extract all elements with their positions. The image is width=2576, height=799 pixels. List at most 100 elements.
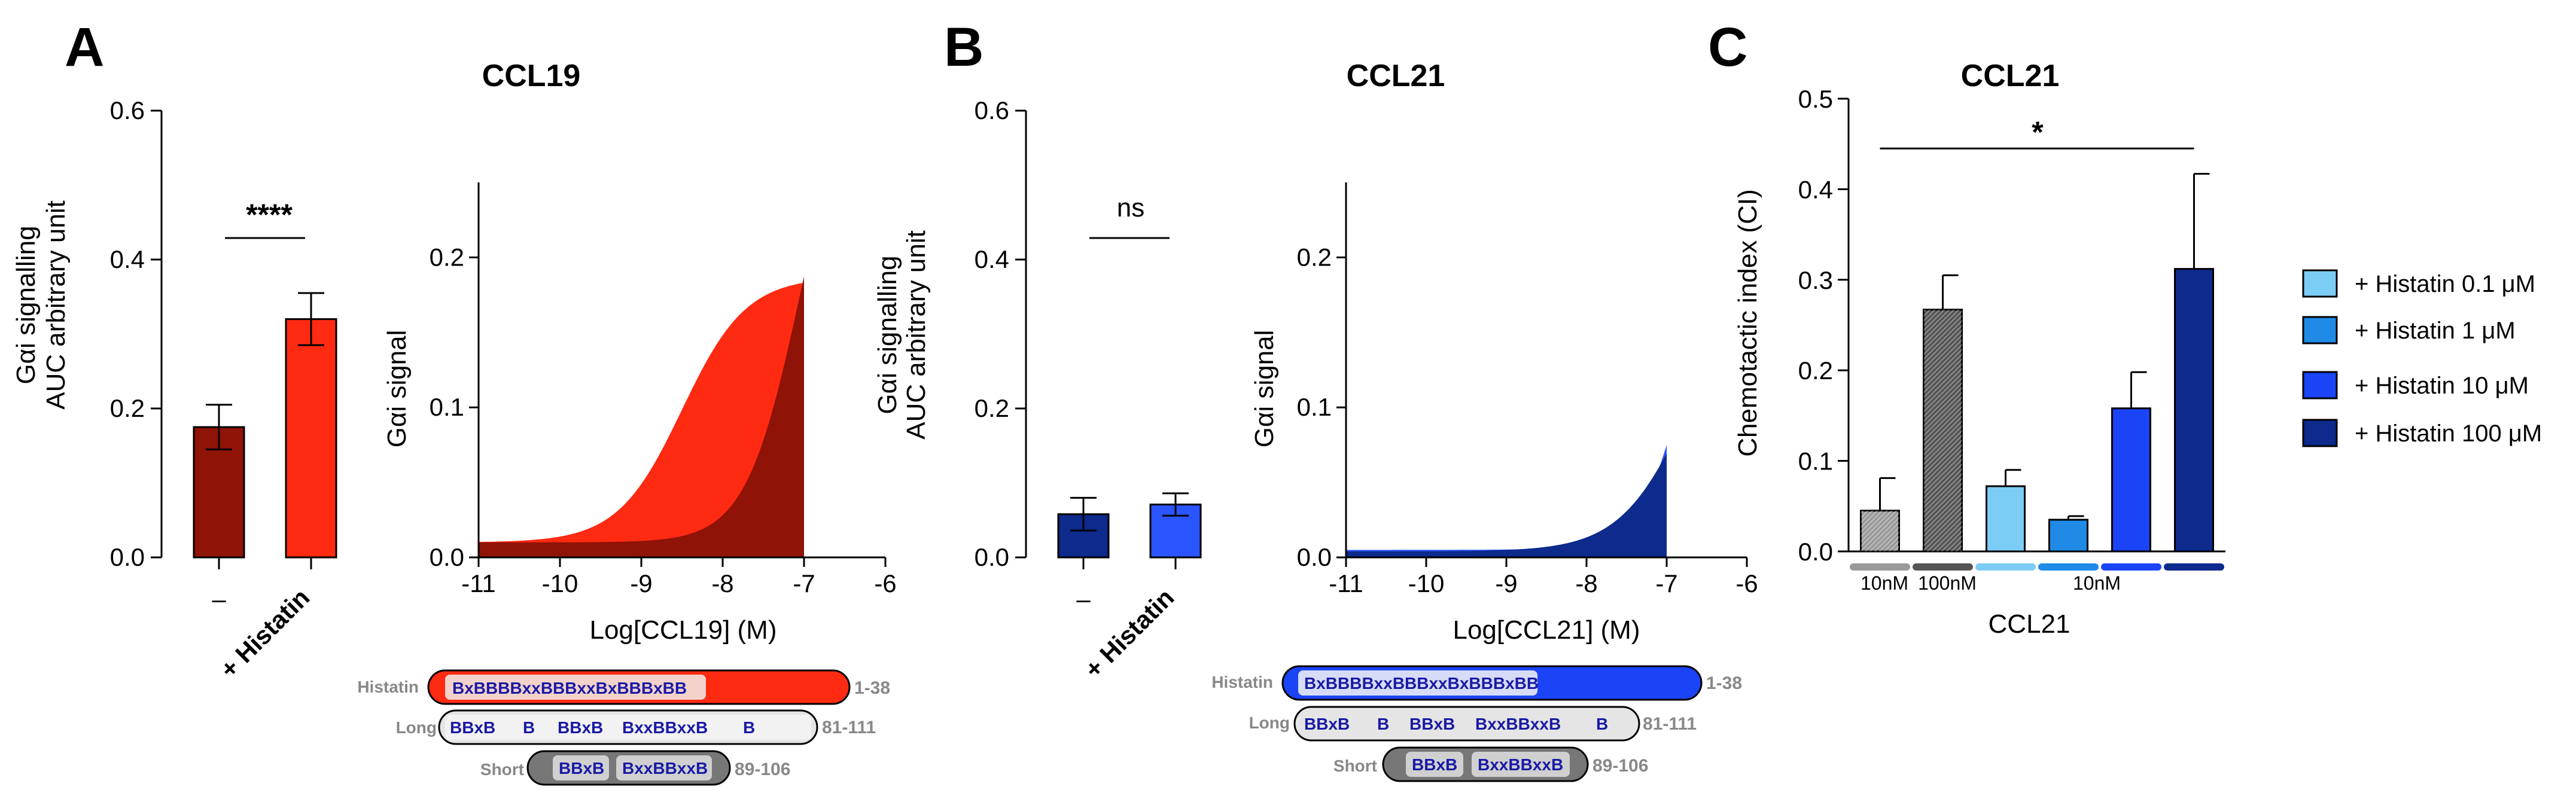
legend-label-1: + Histatin 1 μM (2355, 318, 2516, 344)
legend: + Histatin 0.1 μM + Histatin 1 μM + Hist… (2302, 269, 2542, 447)
y-tick-label: 0.0 (975, 543, 1009, 571)
area-series (479, 282, 804, 557)
panel-a-bar-ylabel-line2: AUC arbitrary unit (41, 200, 71, 410)
seq-b-histatin-motif-box (1298, 670, 1537, 696)
ccl19-curve-title: CCL19 (482, 59, 581, 93)
y-tick-label: 0.0 (1798, 538, 1833, 566)
seq-b-long-seg-4: BxxBBxxB (1475, 715, 1561, 733)
y-tick-label: 0.4 (1798, 175, 1833, 203)
seq-b-long-seg-2: B (1377, 715, 1389, 733)
x-tick-label: -7 (1655, 569, 1677, 597)
y-tick-label: 0.4 (110, 245, 145, 273)
panel-a-category-histatin: + Histatin (215, 583, 315, 684)
y-tick-label: 0.0 (430, 543, 464, 571)
panel-letter-b: B (944, 17, 983, 78)
x-tick-label: -11 (461, 569, 496, 597)
seq-b-short-label: Short (1333, 757, 1377, 775)
panel-b-category-histatin: + Histatin (1079, 583, 1180, 684)
y-tick-label: 0.6 (110, 96, 145, 124)
bar (2174, 268, 2214, 553)
seq-a-histatin-label: Histatin (357, 678, 419, 696)
panel-letter-c: C (1708, 17, 1747, 78)
seq-b-short-range: 89-106 (1593, 756, 1648, 776)
panel-a-bar-chart: 0.0 0.2 0.4 0.6 (110, 96, 337, 571)
bar (2048, 519, 2088, 553)
seq-a-short-box-1 (553, 755, 609, 780)
seq-b-long-bar (1293, 706, 1640, 742)
x-tick-label: -11 (1329, 569, 1363, 597)
seq-a-short-seg-2: BxxBBxxB (622, 759, 708, 777)
y-tick-label: 0.3 (1798, 266, 1833, 294)
seq-a-long-seg-2: B (523, 718, 535, 737)
legend-swatch-100 (2302, 419, 2338, 447)
y-tick-label: 0.2 (975, 394, 1009, 422)
panel-b-curve-chart: 0.0 0.1 0.2 -11 -10 -9 -8 -7 -6 (1297, 182, 1758, 597)
y-tick-label: 0.4 (975, 245, 1009, 273)
seq-b-long-seg-1: BBxB (1304, 715, 1350, 733)
x-tick-label: -10 (542, 569, 578, 597)
seq-b-long-range: 81-111 (1643, 714, 1697, 734)
seq-b-histatin-label: Histatin (1211, 673, 1273, 691)
x-tick-label: -9 (1495, 569, 1517, 597)
seq-b-short-box-1 (1406, 752, 1463, 777)
seq-a-long-seg-1: BBxB (450, 718, 495, 737)
bar (1986, 485, 2026, 553)
seq-b-long-seg-3: BBxB (1409, 715, 1455, 733)
legend-swatch-10 (2302, 371, 2338, 399)
seq-b-histatin-range: 1-38 (1706, 673, 1742, 693)
seq-a-histatin-motif-box (445, 675, 706, 700)
y-tick-label: 0.2 (110, 394, 145, 422)
seq-b-short-seg-2: BxxBBxxB (1478, 755, 1563, 774)
panel-c-xlabel: CCL21 (1989, 609, 2070, 639)
panel-b-category-control: – (1076, 585, 1091, 613)
panel-b-bar-ylabel-line2: AUC arbitrary unit (902, 230, 931, 440)
bar (2111, 407, 2151, 553)
legend-swatch-1 (2302, 316, 2338, 344)
y-tick-label: 0.1 (1798, 447, 1833, 475)
seq-a-long-inner (445, 715, 811, 740)
panel-b-significance: ns (1117, 193, 1144, 222)
y-tick-label: 0.2 (1798, 356, 1833, 385)
seq-a-long-seg-4: BxxBBxxB (622, 718, 708, 737)
y-tick-label: 0.0 (1297, 543, 1332, 571)
panel-b-bar-chart: 0.0 0.2 0.4 0.6 (975, 96, 1202, 571)
x-tick-label: -9 (630, 569, 652, 597)
x-tick-label: -6 (874, 569, 896, 597)
y-tick-label: 0.1 (430, 393, 464, 421)
seq-b-long-label: Long (1249, 713, 1290, 732)
bar-pattern (1923, 309, 1962, 551)
legend-label-100: + Histatin 100 μM (2355, 420, 2542, 447)
panel-a-bar-ylabel-line1: Gαi signalling (11, 225, 41, 384)
y-tick-label: 0.2 (430, 243, 464, 271)
y-tick-label: 0.6 (975, 96, 1009, 124)
x-tick-label: -8 (711, 569, 733, 597)
bar-pattern (1861, 510, 1899, 551)
seq-a-long-seg-3: BBxB (558, 718, 603, 737)
panel-a-curve-xlabel: Log[CCL19] (M) (589, 615, 777, 645)
panel-a-significance: **** (246, 198, 293, 231)
ccl21-curve-title: CCL21 (1347, 59, 1445, 93)
panel-c-group-label-100nm: 100nM (1918, 572, 1977, 594)
seq-b-short-seg-1: BBxB (1412, 755, 1457, 774)
ccl21-chemotaxis-title: CCL21 (1961, 59, 2060, 93)
sequence-diagram-b: Histatin BxBBBBxxBBBxxBxBBBxBB 1-38 Long… (1211, 665, 1742, 782)
seq-a-short-seg-1: BBxB (559, 759, 604, 777)
y-tick-label: 0.5 (1798, 85, 1833, 113)
seq-a-histatin-range: 1-38 (854, 678, 890, 698)
seq-b-long-seg-5: B (1596, 715, 1608, 733)
seq-b-short-box-2 (1472, 752, 1570, 777)
bar (285, 318, 337, 559)
seq-a-short-range: 89-106 (735, 760, 790, 779)
area-series (479, 276, 804, 557)
y-tick-label: 0.0 (110, 543, 145, 571)
area-series (1346, 453, 1667, 557)
y-tick-label: 0.2 (1297, 243, 1332, 271)
panel-b-curve-xlabel: Log[CCL21] (M) (1453, 615, 1640, 645)
panel-a-curve-ylabel: Gαi signal (382, 330, 412, 448)
x-tick-label: -10 (1408, 569, 1445, 597)
panel-a-curve-chart: 0.0 0.1 0.2 -11 -10 -9 -8 -7 -6 (430, 182, 897, 597)
x-tick-label: -8 (1575, 569, 1597, 597)
panel-letter-a: A (65, 17, 104, 78)
panel-b-curve-ylabel: Gαi signal (1250, 330, 1279, 448)
